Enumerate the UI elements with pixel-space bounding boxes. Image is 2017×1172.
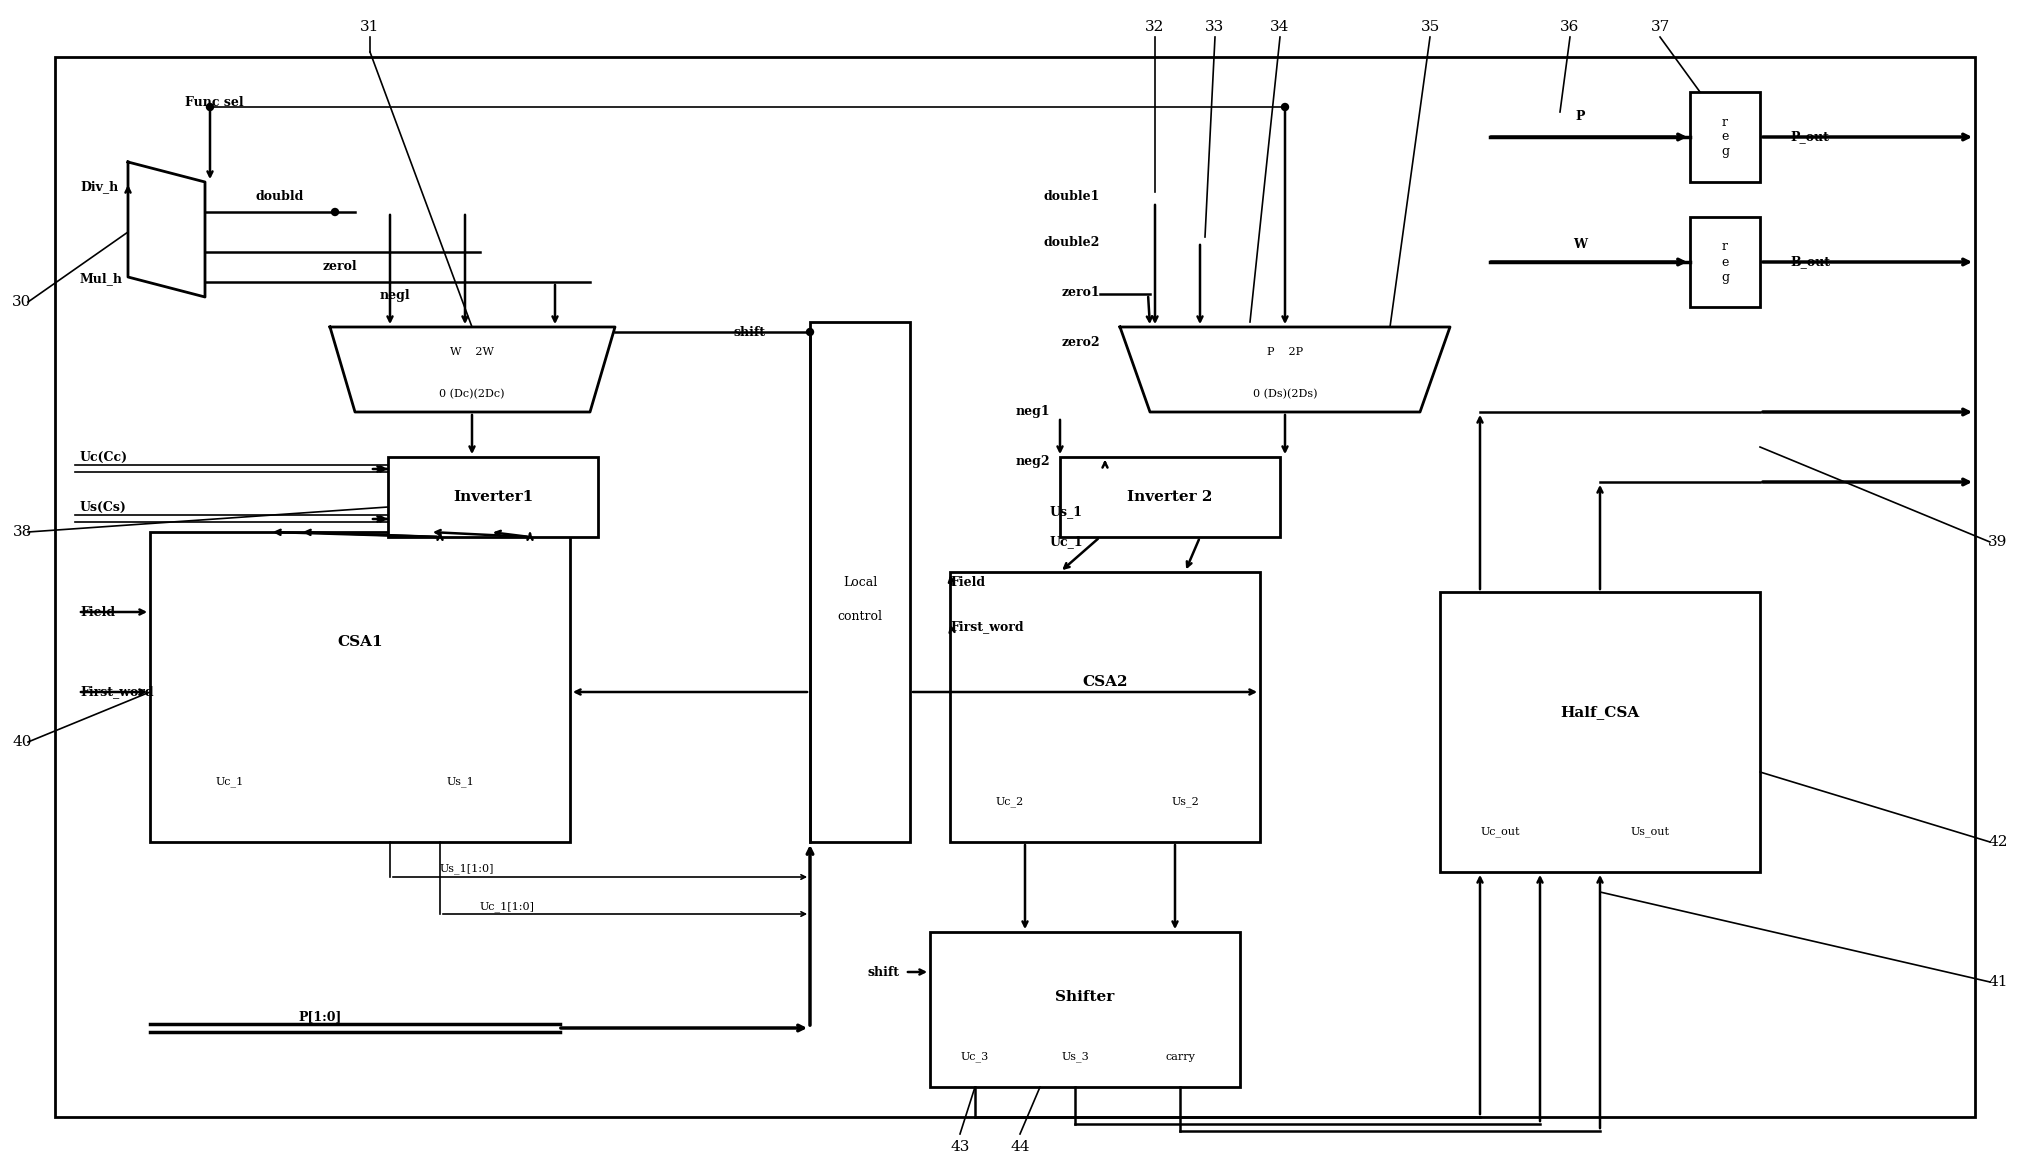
Text: Uc_1: Uc_1 bbox=[216, 777, 244, 788]
Polygon shape bbox=[127, 162, 206, 297]
Bar bbox=[1440, 592, 1761, 872]
Text: W: W bbox=[1573, 238, 1587, 251]
Text: 0 (Ds)(2Ds): 0 (Ds)(2Ds) bbox=[1253, 389, 1317, 400]
Text: Us(Cs): Us(Cs) bbox=[81, 500, 127, 513]
Text: control: control bbox=[837, 611, 883, 624]
Text: Us_1: Us_1 bbox=[1051, 505, 1083, 518]
Text: Field: Field bbox=[950, 575, 984, 588]
Text: double1: double1 bbox=[1043, 191, 1099, 204]
Text: Field: Field bbox=[81, 606, 115, 619]
Bar bbox=[930, 932, 1240, 1086]
Text: 0 (Dc)(2Dc): 0 (Dc)(2Dc) bbox=[440, 389, 504, 400]
Text: 32: 32 bbox=[1146, 20, 1164, 34]
Text: negl: negl bbox=[379, 289, 409, 302]
Text: CSA1: CSA1 bbox=[337, 635, 383, 649]
Bar bbox=[950, 572, 1261, 841]
Text: zerol: zerol bbox=[323, 259, 357, 273]
Text: Us_out: Us_out bbox=[1630, 826, 1670, 837]
Text: shift: shift bbox=[734, 326, 766, 339]
Text: zero2: zero2 bbox=[1061, 335, 1099, 348]
Polygon shape bbox=[331, 327, 615, 413]
Text: P: P bbox=[1575, 110, 1585, 123]
Bar bbox=[387, 457, 597, 537]
Text: First_word: First_word bbox=[81, 686, 153, 699]
Text: P[1:0]: P[1:0] bbox=[299, 1010, 341, 1023]
Text: 33: 33 bbox=[1206, 20, 1224, 34]
Text: Us_2: Us_2 bbox=[1172, 797, 1198, 808]
Text: doubld: doubld bbox=[256, 191, 305, 204]
Text: Uc_2: Uc_2 bbox=[996, 797, 1025, 808]
Text: Inverter 2: Inverter 2 bbox=[1128, 490, 1212, 504]
Text: 30: 30 bbox=[12, 295, 32, 309]
Text: Uc_1[1:0]: Uc_1[1:0] bbox=[480, 901, 535, 912]
Circle shape bbox=[1281, 103, 1289, 110]
Bar bbox=[1690, 91, 1761, 182]
Text: 40: 40 bbox=[12, 735, 32, 749]
Text: W    2W: W 2W bbox=[450, 347, 494, 357]
Text: 31: 31 bbox=[361, 20, 379, 34]
Text: Inverter1: Inverter1 bbox=[454, 490, 532, 504]
Text: 34: 34 bbox=[1271, 20, 1289, 34]
Text: CSA2: CSA2 bbox=[1083, 675, 1128, 689]
Text: neg1: neg1 bbox=[1015, 406, 1051, 418]
Text: Half_CSA: Half_CSA bbox=[1561, 706, 1640, 718]
Text: Func sel: Func sel bbox=[186, 95, 244, 109]
Text: 41: 41 bbox=[1989, 975, 2007, 989]
Text: First_word: First_word bbox=[950, 620, 1023, 634]
Text: 35: 35 bbox=[1420, 20, 1440, 34]
Text: P    2P: P 2P bbox=[1267, 347, 1303, 357]
Polygon shape bbox=[1119, 327, 1450, 413]
Text: Us_3: Us_3 bbox=[1061, 1051, 1089, 1062]
Bar bbox=[811, 322, 910, 841]
Text: 37: 37 bbox=[1650, 20, 1670, 34]
Text: B_out: B_out bbox=[1789, 255, 1829, 268]
Text: Us_1[1:0]: Us_1[1:0] bbox=[440, 864, 494, 874]
Bar bbox=[1690, 217, 1761, 307]
Text: 42: 42 bbox=[1989, 834, 2007, 849]
Text: Uc_out: Uc_out bbox=[1480, 826, 1519, 837]
Text: zero1: zero1 bbox=[1061, 286, 1099, 299]
Text: 36: 36 bbox=[1561, 20, 1579, 34]
Text: 39: 39 bbox=[1989, 534, 2007, 548]
Text: Local: Local bbox=[843, 575, 877, 588]
Text: r
e
g: r e g bbox=[1721, 116, 1729, 158]
Circle shape bbox=[807, 328, 813, 335]
Text: P_out: P_out bbox=[1791, 130, 1829, 143]
Circle shape bbox=[331, 209, 339, 216]
Text: 44: 44 bbox=[1011, 1140, 1031, 1154]
Bar bbox=[149, 532, 571, 841]
Text: Us_1: Us_1 bbox=[446, 777, 474, 788]
Text: shift: shift bbox=[867, 966, 900, 979]
Text: Mul_h: Mul_h bbox=[81, 273, 123, 286]
Text: carry: carry bbox=[1166, 1052, 1194, 1062]
Circle shape bbox=[206, 103, 214, 110]
Text: 43: 43 bbox=[950, 1140, 970, 1154]
Text: Uc_1: Uc_1 bbox=[1051, 536, 1083, 548]
Text: 38: 38 bbox=[12, 525, 32, 539]
Text: Div_h: Div_h bbox=[81, 180, 119, 193]
Text: r
e
g: r e g bbox=[1721, 240, 1729, 284]
Text: double2: double2 bbox=[1043, 236, 1099, 248]
Bar bbox=[1061, 457, 1281, 537]
Text: Uc(Cc): Uc(Cc) bbox=[81, 450, 129, 463]
Text: Shifter: Shifter bbox=[1055, 990, 1115, 1004]
Text: neg2: neg2 bbox=[1015, 456, 1051, 469]
Text: Uc_3: Uc_3 bbox=[960, 1051, 988, 1062]
